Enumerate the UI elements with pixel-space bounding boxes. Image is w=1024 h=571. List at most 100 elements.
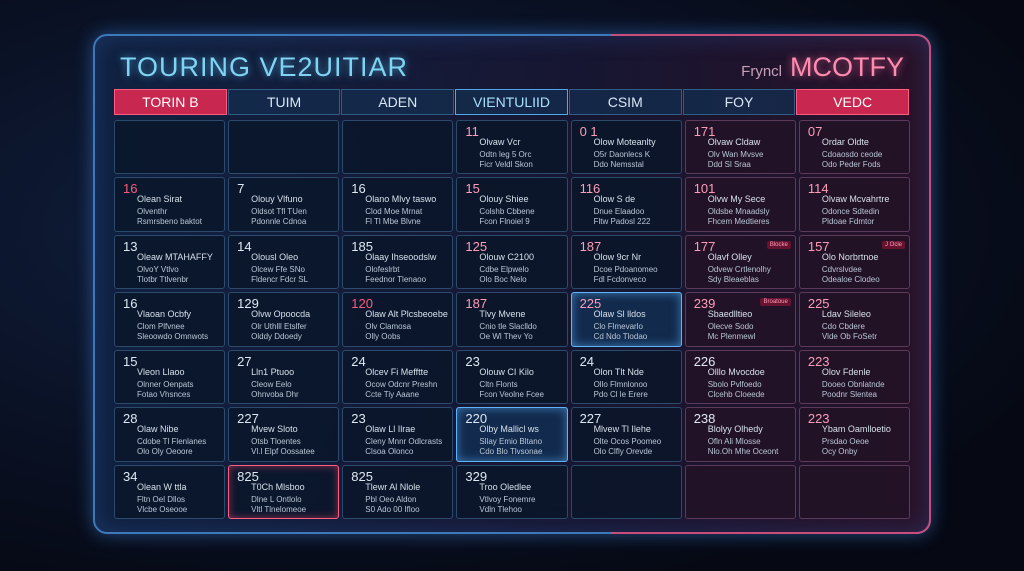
event-text: Fltn Oel Dllos xyxy=(137,494,186,504)
calendar-day-cell[interactable]: 227 Mlvew Tl Ilehe Olte Ocos Poomeo Olo Clf… xyxy=(570,407,682,462)
event-text: Olano Mlvy taswo xyxy=(365,194,437,205)
event-text: Olvaw Vcr xyxy=(479,137,521,147)
event-text: Odealoe Clodeo xyxy=(821,274,880,284)
calendar-day-cell[interactable]: 223 Ybam Oamlloetio Prsdao Oeoe Ocy Onby xyxy=(798,407,910,462)
calendar-day-cell[interactable]: 14 Olousl Oleo Olcew Ffe SNo Fldencr Fdcr S… xyxy=(228,234,340,290)
calendar-day-cell[interactable]: 227 Mvew Sloto Otsb Tloentes Vl.l Elpf Ooss… xyxy=(228,407,340,462)
calendar-day-cell[interactable]: 177 Olavf Olley Odvew Crtlenolhy Sdy Bleaeb… xyxy=(684,234,796,290)
event-text: Oldsbe Mnaadsly xyxy=(707,207,770,217)
calendar-day-cell[interactable]: 15 Vleon Llaoo Olnner Oenpats Fotao Vhsnces xyxy=(114,349,226,405)
calendar-day-cell[interactable]: 329 Troo Oledlee Vtlvoy Fonemre Vdln Tlehoo xyxy=(456,464,568,519)
event-text: Olo Norbrtnoe xyxy=(821,251,879,262)
event-text: Clcehb Cloeede xyxy=(707,389,765,399)
event-text: Ordar Oldte xyxy=(821,137,869,147)
calendar-day-cell[interactable]: 220 Olby Mallicl ws Sllay Emio Bltano Cdo B… xyxy=(456,407,568,462)
calendar-day-cell[interactable]: 15 Olouy Shiee Colshb Cbbene Fcon Flnoiel 9 xyxy=(456,177,568,232)
calendar-day-cell[interactable]: 16 Olean Sirat Olventhr Rsmrsbeno baktot xyxy=(114,177,226,232)
event-text: Ocow Odcnr Preshn xyxy=(365,379,438,389)
calendar-day-cell[interactable]: 7 Olouy Vlfuno Oldsot Tfl TUen Pdonnle Cdno… xyxy=(228,177,340,232)
calendar-day-cell[interactable]: 225 Olaw Sl lldos Clo Flmevarlo Cd Ndo Tlod… xyxy=(570,292,682,347)
calendar-day-cell[interactable]: 187 Olow 9cr Nr Dcoe Pdoanomeo Fdl Fcdonvec… xyxy=(570,234,682,290)
event-text: Odo Peder Fods xyxy=(821,160,881,169)
event-text: Pbl Oeo Aldon xyxy=(365,494,417,504)
event-text: Tlotbr Ttlvenbr xyxy=(137,274,189,284)
event-text: OlvoY Vtlvo xyxy=(137,264,179,274)
calendar-day-cell[interactable]: 116 Olow S de Dnue Elaadoo Fltw Padosl 222 xyxy=(570,177,682,232)
calendar-day-cell[interactable]: 13 Oleaw MTAHAFFY OlvoY Vtlvo Tlotbr Ttlven… xyxy=(114,234,226,290)
day-header[interactable]: TORIN B xyxy=(114,89,227,115)
calendar-day-cell[interactable]: 125 Olouw C2100 Cdbe Elpwelo Olo Boc Nelo xyxy=(456,234,568,290)
event-text: Fltw Padosl 222 xyxy=(593,217,651,227)
calendar-day-cell[interactable]: 129 Olvw Opoocda Olr Uthlll Etslfer Olddy D… xyxy=(228,292,340,347)
calendar-day-cell[interactable]: 825 Tlewr Al Nlole Pbl Oeo Aldon S0 Ado 00 … xyxy=(342,464,454,519)
day-header[interactable]: FOY xyxy=(682,89,796,115)
calendar-day-cell[interactable] xyxy=(114,120,226,175)
event-text: Olaw Nibe xyxy=(137,424,179,435)
event-text: Otsb Tloentes xyxy=(251,437,301,447)
event-text: Dooeo Obnlatnde xyxy=(821,379,885,389)
calendar-day-cell[interactable]: 187 Tlvy Mvene Cnio tle Slaclldo Oe Wl Thev… xyxy=(456,292,568,347)
calendar-day-cell[interactable]: 24 Olon Tlt Nde Ollo Flmnlonoo Pdo Cl le Er… xyxy=(570,349,682,405)
calendar-day-cell[interactable] xyxy=(570,464,682,519)
calendar-day-cell[interactable]: 171 Olvaw Cldaw Olv Wan Mvsve Ddd Sl Sraa xyxy=(684,120,796,175)
calendar-day-cell[interactable] xyxy=(684,464,796,519)
calendar-day-cell[interactable]: 16 Vlaoan Ocbfy Clom Plfvnee Sleoowdo Omnwo… xyxy=(114,292,226,347)
calendar-day-cell[interactable]: 120 Olaw Alt Plcsbeoebe Olv Clamosa Olly Oo… xyxy=(342,292,454,347)
event-text: Vltl Tlnelomeoe xyxy=(251,504,307,514)
event-text: Vlcbe Oseooe xyxy=(137,504,188,514)
day-header[interactable]: VIENTULIID xyxy=(455,89,568,115)
day-number: 16 xyxy=(123,296,138,312)
calendar-day-cell[interactable]: 23 Olaw Ll Ilrae Cleny Mnnr Odlcrasts Clsoa… xyxy=(342,407,454,462)
calendar-day-cell[interactable] xyxy=(228,120,340,175)
calendar-day-cell[interactable] xyxy=(798,464,910,519)
calendar-day-cell[interactable]: 114 Olvaw Mcvahrtre Odonce Sdtedin Pldoae F… xyxy=(798,177,910,232)
title-right-small: Fryncl xyxy=(741,63,782,80)
calendar-day-cell[interactable]: 223 Olov Fdenle Dooeo Obnlatnde Poodnr Slen… xyxy=(798,349,910,405)
calendar-day-cell[interactable]: 101 Olvw My Sece Oldsbe Mnaadsly Fhcem Medt… xyxy=(684,177,796,232)
day-number: 7 xyxy=(237,181,245,197)
calendar-day-cell[interactable]: 825 T0Ch Mlsboo Dlne L Ontlolo Vltl Tlnelom… xyxy=(228,464,340,519)
calendar-day-cell[interactable]: 225 Ldav Sileleo Cdo Cbdere Vlde Ob FoSetr xyxy=(798,292,910,347)
calendar-day-cell[interactable]: 0 1 Olow Moteanlty O5r Daonlecs K Ddo Nemss… xyxy=(570,120,682,175)
event-text: Ddo Nemsstal xyxy=(593,160,644,169)
event-text: Dcoe Pdoanomeo xyxy=(593,264,658,274)
event-text: Olecve Sodo xyxy=(707,322,754,332)
calendar-day-cell[interactable]: 157 Olo Norbrtnoe Cdvrslvdee Odealoe Clodeo… xyxy=(798,234,910,290)
event-text: Olouw C2100 xyxy=(479,251,534,262)
calendar-day-cell[interactable]: 34 Olean W ttla Fltn Oel Dllos Vlcbe Oseooe xyxy=(114,464,226,519)
event-text: Ocy Onby xyxy=(821,447,858,457)
calendar-day-cell[interactable]: 16 Olano Mlvy taswo Clod Moe Mrnat Fl Tl Mb… xyxy=(342,177,454,232)
event-text: Vdln Tlehoo xyxy=(479,504,522,514)
calendar-day-cell[interactable]: 185 Olaay Ihseoodslw Olofeslrbt Feednor Tle… xyxy=(342,234,454,290)
calendar-day-cell[interactable]: 238 Blolyy Olhedy Ofln Ali Mlosse Nlo.Oh Mh… xyxy=(684,407,796,462)
day-header[interactable]: ADEN xyxy=(341,89,455,115)
day-number: 226 xyxy=(693,353,716,369)
day-number: 238 xyxy=(693,411,716,427)
calendar-day-cell[interactable]: 07 Ordar Oldte Cdoaosdo ceode Odo Peder Fod… xyxy=(798,120,910,175)
day-number: 23 xyxy=(351,411,366,427)
event-text: Olavf Olley xyxy=(707,251,752,262)
day-header[interactable]: CSIM xyxy=(568,89,682,115)
calendar-day-cell[interactable]: 11 Olvaw Vcr Odtn leg 5 Orc Ficr Veldl Skon xyxy=(456,120,568,175)
calendar-day-cell[interactable]: 24 Olcev Fi Mefftte Ocow Odcnr Preshn Ccte … xyxy=(342,349,454,405)
day-number: 114 xyxy=(807,181,829,197)
calendar-day-cell[interactable]: 28 Olaw Nibe Cdobe Tl Flenlanes Olo Oly Oeo… xyxy=(114,407,226,462)
event-text: Olean W ttla xyxy=(137,481,187,492)
event-text: Fcon Veolne Fcee xyxy=(479,389,544,399)
day-number: 125 xyxy=(465,238,488,254)
calendar-day-cell[interactable] xyxy=(342,120,454,175)
event-text: S0 Ado 00 Ifloo xyxy=(365,504,420,514)
day-number: 171 xyxy=(693,124,716,139)
day-header[interactable]: TUIM xyxy=(227,89,341,115)
day-header-row: TORIN B TUIM ADEN VIENTULIID CSIM FOY VE… xyxy=(114,89,910,115)
calendar-day-cell[interactable]: 27 Lln1 Ptuoo Cleow Eelo Ohnvoba Dhr xyxy=(228,349,340,405)
day-header[interactable]: VEDC xyxy=(796,89,910,115)
event-text: Olaw Alt Plcsbeoebe xyxy=(365,309,448,320)
calendar-day-cell[interactable]: 239 Sbaedlltieo Olecve Sodo Mc Plenmewl Broa… xyxy=(684,292,796,347)
event-text: Olr Uthlll Etslfer xyxy=(251,322,307,332)
day-number: 220 xyxy=(465,411,488,427)
calendar-day-cell[interactable]: 226 Olllo Mvocdoe Sbolo Pvlfoedo Clcehb Clo… xyxy=(684,349,796,405)
calendar-day-cell[interactable]: 23 Olouw CI Kilo Cltn Flonts Fcon Veolne Fc… xyxy=(456,349,568,405)
event-text: Vlde Ob FoSetr xyxy=(821,332,877,342)
event-text: Vleon Llaoo xyxy=(137,366,185,377)
